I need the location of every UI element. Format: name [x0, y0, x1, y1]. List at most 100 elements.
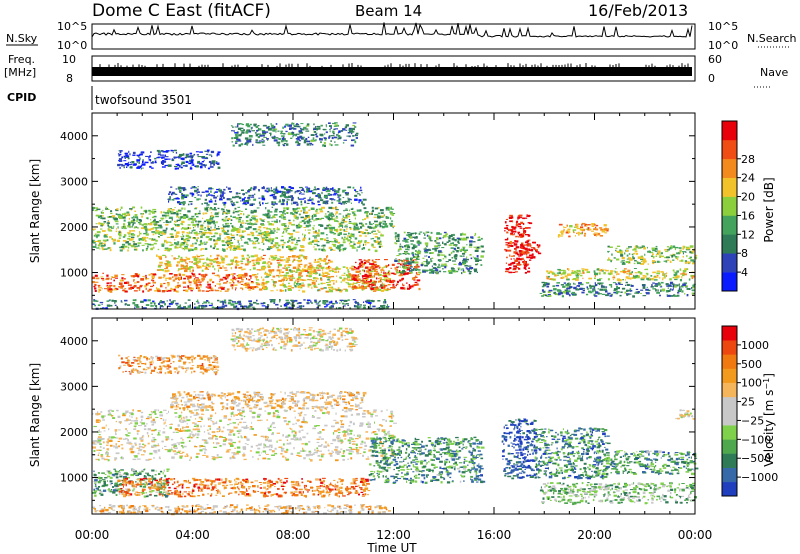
data-cell: [214, 213, 217, 216]
data-cell: [388, 273, 391, 276]
data-cell: [637, 256, 641, 259]
data-cell: [192, 229, 196, 231]
data-cell: [226, 225, 230, 227]
data-cell: [353, 266, 356, 269]
data-cell: [292, 229, 296, 232]
data-cell: [510, 258, 512, 260]
data-cell: [640, 258, 644, 261]
data-cell: [261, 266, 263, 268]
data-cell: [615, 268, 617, 270]
data-cell: [195, 261, 198, 264]
data-cell: [591, 290, 594, 293]
data-cell: [106, 300, 109, 302]
data-cell: [397, 248, 402, 251]
data-cell: [691, 292, 694, 295]
data-cell: [509, 214, 513, 217]
data-cell: [168, 193, 171, 195]
data-cell: [231, 245, 233, 247]
data-cell: [231, 261, 234, 264]
data-cell: [443, 235, 446, 238]
data-cell: [331, 218, 335, 221]
data-cell: [173, 274, 178, 277]
data-cell: [132, 218, 135, 220]
data-cell: [302, 255, 305, 257]
data-cell: [233, 256, 238, 259]
data-cell: [284, 227, 288, 229]
data-cell: [319, 210, 324, 213]
data-cell: [572, 294, 577, 296]
data-cell: [346, 201, 351, 203]
data-cell: [208, 286, 212, 289]
data-cell: [354, 189, 357, 191]
data-cell: [359, 209, 362, 211]
data-cell: [358, 306, 362, 308]
data-cell: [262, 213, 265, 216]
data-cell: [308, 214, 310, 217]
data-cell: [109, 290, 113, 293]
data-cell: [383, 275, 388, 277]
data-cell: [208, 160, 212, 163]
data-cell: [210, 287, 214, 290]
data-cell: [255, 259, 258, 261]
data-cell: [134, 226, 138, 228]
data-cell: [219, 267, 223, 269]
data-cell: [173, 239, 176, 241]
data-cell: [122, 247, 125, 250]
data-cell: [182, 202, 186, 204]
data-cell: [201, 307, 203, 309]
data-cell: [355, 305, 360, 307]
data-cell: [182, 203, 185, 206]
data-cell: [284, 307, 287, 310]
data-cell: [365, 223, 368, 225]
data-cell: [408, 253, 411, 255]
data-cell: [666, 294, 671, 297]
data-cell: [176, 277, 179, 279]
data-cell: [168, 200, 170, 203]
data-cell: [210, 207, 212, 210]
data-cell: [201, 305, 205, 307]
data-cell: [298, 255, 301, 258]
data-cell: [104, 288, 108, 290]
data-cell: [666, 285, 670, 287]
data-cell: [463, 247, 465, 250]
data-cell: [283, 303, 287, 307]
data-cell: [159, 261, 163, 264]
data-cell: [261, 224, 265, 226]
data-cell: [557, 268, 561, 271]
freq-unit: [MHz]: [4, 66, 36, 79]
data-cell: [132, 233, 136, 236]
data-cell: [98, 241, 101, 244]
data-cell: [639, 272, 643, 275]
data-cell: [227, 225, 230, 228]
data-cell: [528, 267, 530, 269]
data-cell: [583, 234, 586, 237]
data-cell: [408, 261, 411, 264]
data-cell: [653, 257, 655, 259]
data-cell: [289, 278, 293, 282]
data-cell: [101, 212, 104, 214]
data-cell: [527, 227, 531, 229]
data-cell: [170, 149, 173, 152]
data-cell: [246, 277, 247, 280]
data-cell: [578, 288, 580, 290]
data-cell: [167, 265, 169, 267]
data-cell: [522, 228, 525, 232]
data-cell: [233, 210, 235, 213]
data-cell: [213, 235, 216, 238]
data-cell: [567, 228, 571, 231]
data-cell: [335, 239, 338, 242]
data-cell: [161, 162, 164, 165]
data-cell: [576, 228, 581, 230]
data-cell: [543, 294, 547, 297]
data-cell: [157, 255, 162, 258]
data-cell: [127, 154, 129, 156]
data-cell: [216, 283, 220, 285]
data-cell: [248, 289, 252, 291]
data-cell: [224, 255, 228, 258]
data-cell: [603, 288, 607, 291]
data-cell: [424, 251, 429, 254]
data-cell: [391, 263, 395, 266]
data-cell: [288, 269, 292, 272]
data-cell: [204, 208, 209, 211]
data-cell: [132, 302, 136, 305]
